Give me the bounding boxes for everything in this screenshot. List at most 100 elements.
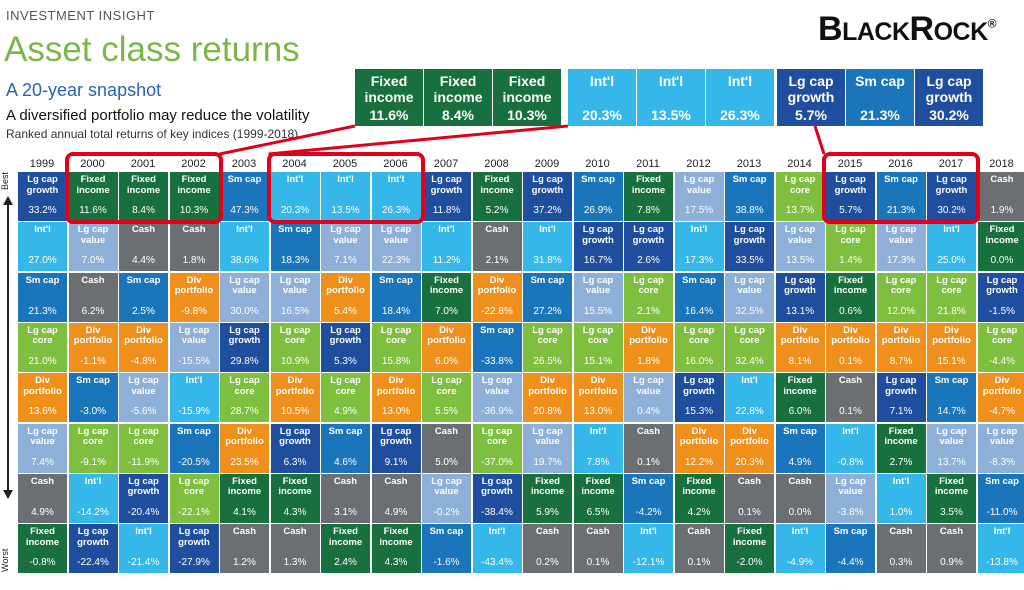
cell-return-value: 4.4% xyxy=(132,255,155,267)
year-header: 2017 xyxy=(938,158,964,170)
cell-return-value: -3.0% xyxy=(79,406,107,418)
cell-asset-label: Lg cap value xyxy=(936,425,967,447)
cell-return-value: 7.4% xyxy=(31,456,54,468)
cell-asset-label: Div portfolio xyxy=(275,375,315,397)
cell-asset-label: Sm cap xyxy=(682,274,716,286)
return-cell: Div portfolio 23.5% xyxy=(220,423,269,473)
cell-asset-label: Fixed income xyxy=(732,526,767,548)
cell-return-value: 2.1% xyxy=(485,255,509,267)
return-cell: Lg cap value 7.1% xyxy=(321,222,370,272)
cell-return-value: -4.2% xyxy=(635,506,662,518)
cell-return-value: 1.2% xyxy=(233,557,256,569)
cell-asset-label: Cash xyxy=(283,526,307,538)
return-cell: Lg cap value 13.5% xyxy=(775,222,825,272)
cell-return-value: -20.5% xyxy=(178,456,210,468)
year-header: 2004 xyxy=(282,158,307,170)
cell-return-value: 21.3% xyxy=(28,305,57,317)
return-cell: Fixed income 7.0% xyxy=(422,272,471,322)
return-cell: Lg cap core 15.1% xyxy=(573,322,623,372)
cell-return-value: 2.5% xyxy=(132,305,155,317)
cell-return-value: 0.1% xyxy=(586,557,610,569)
return-cell: Sm cap 4.9% xyxy=(775,423,825,473)
cell-return-value: 20.3% xyxy=(280,205,310,216)
cell-asset-label: Int'l xyxy=(34,224,51,236)
return-cell: Div portfolio 0.1% xyxy=(826,322,875,372)
cell-return-value: 31.8% xyxy=(533,255,562,267)
cell-asset-label: Cash xyxy=(889,526,913,538)
cell-asset-label: Div portfolio xyxy=(73,324,113,347)
return-cell: Cash 0.1% xyxy=(674,524,724,574)
return-cell: Fixed income 4.3% xyxy=(270,473,320,523)
return-cell: Div portfolio -4.7% xyxy=(977,373,1024,423)
return-cell: Lg cap core 28.7% xyxy=(220,373,269,423)
return-cell: Lg cap growth -1.5% xyxy=(977,272,1024,322)
cell-return-value: -43.4% xyxy=(481,557,513,569)
ranking-arrow-line xyxy=(7,204,9,492)
cell-asset-label: Lg cap growth xyxy=(178,526,210,548)
return-cell: Lg cap core -11.9% xyxy=(119,423,168,473)
year-header: 1999 xyxy=(29,158,55,170)
return-cell: Lg cap growth 16.7% xyxy=(573,222,623,272)
cell-asset-label: Lg cap core xyxy=(885,274,917,297)
cell-asset-label: Div portfolio xyxy=(881,324,921,347)
cell-return-value: 0.1% xyxy=(637,456,660,468)
return-cell: Lg cap growth 37.2% xyxy=(523,172,572,221)
callout-label: Lg cap growth xyxy=(787,73,835,105)
cell-asset-label: Lg cap core xyxy=(734,324,765,347)
cell-return-value: 6.0% xyxy=(435,355,458,367)
return-cell: Fixed income 10.3% xyxy=(169,172,219,221)
cell-asset-label: Cash xyxy=(81,274,105,286)
cell-return-value: 13.6% xyxy=(28,406,57,418)
return-cell: Cash 4.4% xyxy=(119,222,168,272)
chart-note: Ranked annual total returns of key indic… xyxy=(6,127,299,141)
cell-asset-label: Lg cap value xyxy=(835,475,866,498)
callout-label: Int'l xyxy=(727,73,753,89)
axis-worst-label: Worst xyxy=(0,548,10,572)
year-header: 2003 xyxy=(231,158,257,170)
cell-return-value: 17.5% xyxy=(684,205,714,216)
return-cell: Int'l 7.8% xyxy=(573,423,623,473)
return-cell: Div portfolio 10.5% xyxy=(270,373,320,423)
return-cell: Int'l 1.0% xyxy=(876,473,926,523)
cell-return-value: 2.4% xyxy=(334,557,357,569)
cell-return-value: 15.3% xyxy=(684,406,714,418)
cell-return-value: 4.9% xyxy=(384,506,408,518)
cell-return-value: 4.9% xyxy=(31,506,54,518)
return-cell: Int'l -13.8% xyxy=(977,524,1024,574)
kicker-text: INVESTMENT INSIGHT xyxy=(6,8,155,23)
return-cell: Lg cap growth -27.9% xyxy=(169,524,219,574)
callout-block: Int'l 20.3% xyxy=(568,69,636,126)
return-cell: Lg cap core 26.5% xyxy=(523,322,572,372)
return-cell: Sm cap 38.8% xyxy=(725,172,774,221)
cell-return-value: 20.8% xyxy=(533,406,562,418)
cell-return-value: -11.0% xyxy=(986,506,1018,518)
return-cell: Cash 0.1% xyxy=(624,423,673,473)
year-header: 2009 xyxy=(534,158,560,170)
cell-asset-label: Lg cap core xyxy=(27,324,58,347)
return-cell: Lg cap growth -38.4% xyxy=(472,473,522,523)
return-cell: Sm cap -11.0% xyxy=(977,473,1024,523)
return-cell: Int'l 31.8% xyxy=(523,222,572,272)
return-cell: Lg cap value 0.4% xyxy=(624,373,673,423)
return-cell: Int'l -4.9% xyxy=(775,524,825,574)
return-cell: Lg cap core 12.0% xyxy=(876,272,926,322)
cell-asset-label: Div portfolio xyxy=(780,324,820,347)
cell-asset-label: Sm cap xyxy=(581,174,615,185)
page-title: Asset class returns xyxy=(4,30,300,69)
cell-asset-label: Sm cap xyxy=(783,425,817,437)
cell-asset-label: Int'l xyxy=(286,174,304,185)
cell-return-value: 30.0% xyxy=(230,305,259,317)
return-cell: Cash 1.8% xyxy=(169,222,219,272)
return-cell: Lg cap core 15.8% xyxy=(371,322,421,372)
return-cell: Lg cap value 15.5% xyxy=(573,272,623,322)
year-header: 2015 xyxy=(837,158,863,170)
cell-return-value: -8.3% xyxy=(988,456,1016,468)
return-cell: Int'l 38.6% xyxy=(220,222,269,272)
return-cell: Int'l -0.8% xyxy=(826,423,875,473)
return-cell: Lg cap value -0.2% xyxy=(422,473,471,523)
return-cell: Lg cap value -8.3% xyxy=(977,423,1024,473)
cell-return-value: 17.3% xyxy=(886,255,916,267)
cell-asset-label: Div portfolio xyxy=(528,375,567,397)
cell-asset-label: Lg cap growth xyxy=(26,174,59,196)
cell-asset-label: Lg cap value xyxy=(128,375,159,397)
